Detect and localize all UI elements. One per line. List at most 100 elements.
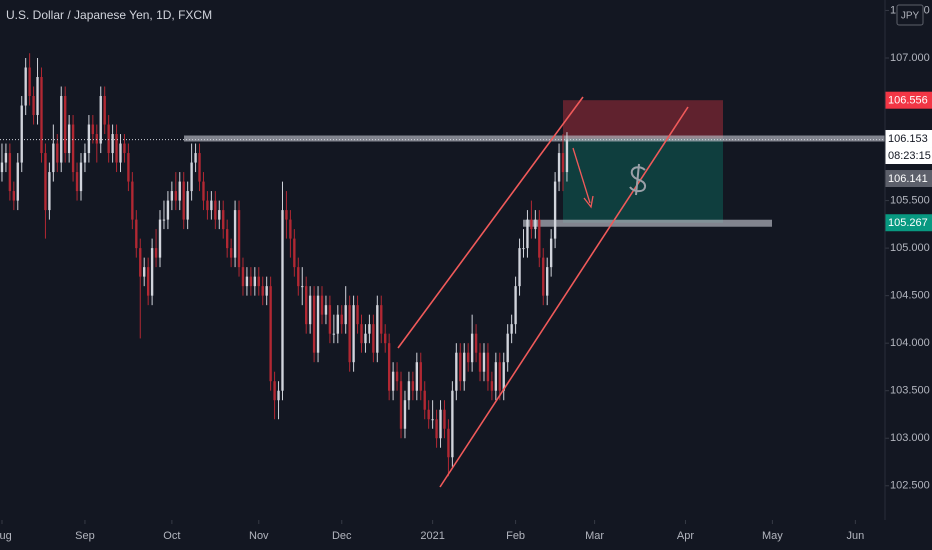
candle-body xyxy=(194,153,197,163)
candle-body xyxy=(530,219,533,230)
candle-body xyxy=(478,352,482,372)
candle-body xyxy=(111,134,114,154)
candle-body xyxy=(83,153,87,163)
candle-body xyxy=(423,390,426,410)
candle-body xyxy=(542,257,545,296)
candle-body xyxy=(245,276,249,287)
candle-body xyxy=(182,181,185,220)
candle-body xyxy=(44,153,47,211)
candle-body xyxy=(352,305,355,363)
candle-body xyxy=(403,400,407,429)
candle-body xyxy=(316,295,320,353)
candle-body xyxy=(364,333,367,344)
candle-body xyxy=(139,248,142,277)
candle-body xyxy=(237,210,241,268)
candle-body xyxy=(348,305,351,363)
candle-body xyxy=(107,124,110,154)
candle-body xyxy=(344,305,347,325)
candle-body xyxy=(320,295,324,315)
candle-body xyxy=(431,419,434,421)
candle-body xyxy=(8,153,12,192)
candle-body xyxy=(387,343,391,391)
x-tick-label: Jun xyxy=(846,530,864,542)
candle-body xyxy=(174,191,177,201)
candle-body xyxy=(257,276,260,287)
candle-body xyxy=(451,390,454,458)
candle-body xyxy=(52,143,55,173)
channel-lower xyxy=(439,106,689,488)
candle-body xyxy=(427,409,430,420)
candle-body xyxy=(75,172,79,192)
candle-body xyxy=(332,333,336,335)
price-marker-label: 106.141 xyxy=(888,173,928,185)
candle-body xyxy=(305,286,308,325)
candle-body xyxy=(391,371,395,391)
candle-body xyxy=(308,295,312,325)
candle-body xyxy=(67,124,71,154)
candle-body xyxy=(178,181,181,201)
y-tick-label: 107.000 xyxy=(890,52,930,64)
candle-body xyxy=(407,381,411,401)
x-tick-label: Feb xyxy=(506,530,525,542)
candle-body xyxy=(565,139,569,173)
candle-body xyxy=(87,124,91,154)
candle-body xyxy=(48,172,51,211)
candle-body xyxy=(490,381,494,391)
candle-body xyxy=(494,362,498,391)
candle-body xyxy=(368,324,371,334)
drawings-back xyxy=(184,100,885,227)
candle-body xyxy=(249,276,253,287)
price-marker xyxy=(885,170,932,188)
candle-body xyxy=(510,324,513,334)
candle-body xyxy=(233,210,237,258)
candle-body xyxy=(56,143,59,163)
candle-body xyxy=(0,162,4,173)
candle-body xyxy=(482,352,486,372)
candle-body xyxy=(443,409,446,429)
candle-body xyxy=(470,333,474,363)
price-marker-label: 105.267 xyxy=(888,217,928,229)
candle-body xyxy=(514,286,517,325)
candle-body xyxy=(32,96,35,116)
candle-body xyxy=(143,267,146,277)
x-tick-label: Apr xyxy=(677,530,694,542)
y-tick-label: 104.000 xyxy=(890,337,930,349)
candle-body xyxy=(28,67,31,97)
candle-body xyxy=(340,314,343,325)
candle-body xyxy=(222,210,225,230)
candle-body xyxy=(190,162,193,192)
candle-body xyxy=(20,105,23,163)
reward-zone xyxy=(563,138,723,223)
candle-body xyxy=(336,314,339,334)
candle-body xyxy=(269,286,272,382)
candle-body xyxy=(289,219,292,239)
candle-body xyxy=(293,238,296,268)
candle-body xyxy=(277,390,280,401)
candle-body xyxy=(356,305,359,325)
candle-body xyxy=(225,229,229,249)
candle-body xyxy=(360,324,363,344)
candle-body xyxy=(518,248,521,287)
currency-label[interactable]: JPY xyxy=(901,11,920,22)
drawings-front xyxy=(397,96,689,488)
candle-body xyxy=(549,238,553,268)
x-tick-label: Mar xyxy=(585,530,604,542)
candle-body xyxy=(150,248,154,296)
candle-body xyxy=(301,286,304,288)
candle-body xyxy=(534,219,537,230)
x-tick-label: Oct xyxy=(163,530,180,542)
candle-body xyxy=(186,191,189,220)
y-tick-label: 102.500 xyxy=(890,480,930,492)
price-marker xyxy=(885,91,932,109)
candle-body xyxy=(399,381,403,429)
x-tick-label: Aug xyxy=(0,530,12,542)
candle-body xyxy=(71,124,75,173)
x-tick-label: Nov xyxy=(249,530,269,542)
currency-box[interactable] xyxy=(896,4,924,26)
price-marker xyxy=(885,214,932,232)
candle-body xyxy=(36,77,39,116)
candle-body xyxy=(498,362,501,391)
candle-body xyxy=(376,305,379,353)
candle-body xyxy=(127,153,130,182)
